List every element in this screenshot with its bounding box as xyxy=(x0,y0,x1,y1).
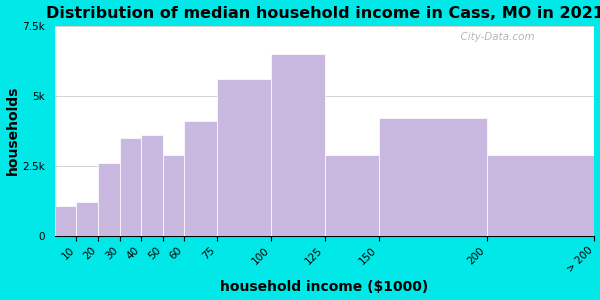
Bar xyxy=(217,79,271,236)
Bar xyxy=(271,54,325,236)
Text: City-Data.com: City-Data.com xyxy=(454,32,535,42)
Bar xyxy=(379,118,487,236)
Bar xyxy=(76,202,98,236)
Y-axis label: households: households xyxy=(5,86,20,176)
Bar xyxy=(119,138,141,236)
Bar xyxy=(163,154,184,236)
X-axis label: household income ($1000): household income ($1000) xyxy=(221,280,429,294)
Bar xyxy=(325,154,379,236)
Bar xyxy=(98,163,119,236)
Bar xyxy=(141,135,163,236)
Bar xyxy=(487,154,595,236)
Title: Distribution of median household income in Cass, MO in 2021: Distribution of median household income … xyxy=(46,6,600,21)
Bar xyxy=(184,121,217,236)
Bar xyxy=(55,206,76,236)
